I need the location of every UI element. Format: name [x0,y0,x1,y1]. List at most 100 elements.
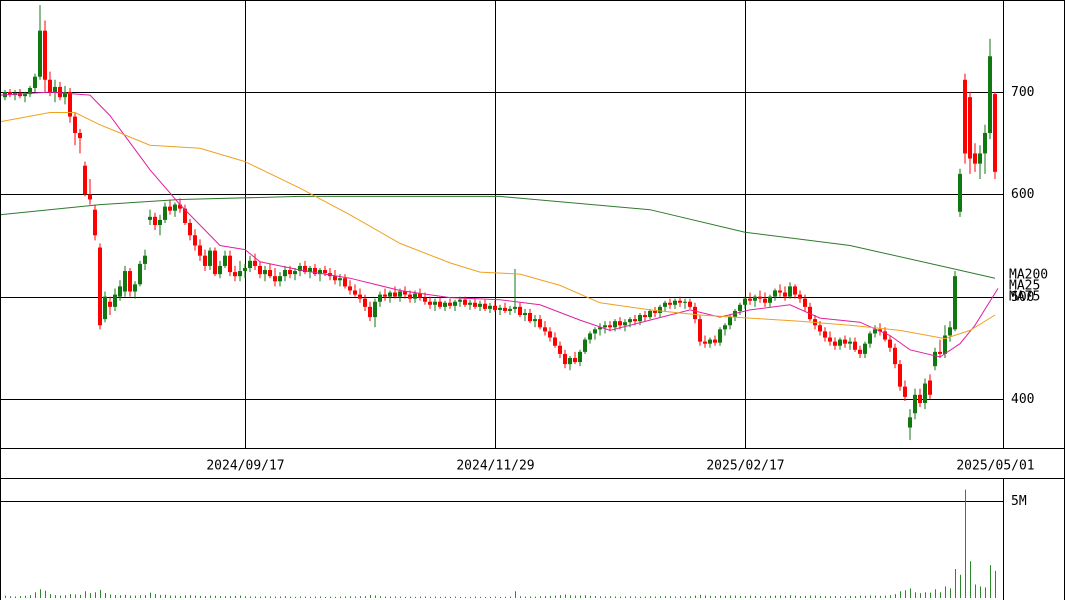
candle-body [443,302,447,307]
candle-body [578,351,582,363]
candle-body [853,341,857,350]
candle-body [678,300,682,303]
candle-body [128,271,132,292]
candle-body [213,250,217,275]
candle-body [43,30,47,80]
candle-body [918,394,922,403]
candle-body [193,235,197,246]
candle-body [968,97,972,159]
candle-body [438,301,442,307]
candle-body [818,325,822,332]
candle-body [278,276,282,282]
candle-body [288,270,292,275]
candle-body [323,270,327,274]
x-tick-label: 2025/05/01 [956,459,1034,474]
candle-body [148,216,152,220]
candle-body [898,364,902,387]
candle-body [358,294,362,299]
candle-body [93,209,97,236]
marks [0,5,999,598]
candle-body [518,306,522,316]
candle-body [168,206,172,211]
candle-body [398,291,402,297]
candle-body [973,153,977,164]
candle-body [758,296,762,299]
candle-body [333,276,337,281]
candle-body [793,286,797,295]
candle-body [783,292,787,297]
candle-body [888,339,892,348]
candle-body [498,307,502,310]
candle-body [588,333,592,340]
candle-body [788,286,792,297]
candle-body [908,417,912,428]
candle-body [313,267,317,275]
candle-body [88,194,92,200]
candle-body [413,293,417,299]
candle-body [893,347,897,365]
candle-body [698,319,702,342]
candle-body [753,296,757,301]
candle-body [583,339,587,352]
y-tick-label: 600 [1011,187,1034,202]
candle-body [658,306,662,313]
candle-body [858,349,862,354]
candle-body [573,357,577,363]
candle-body [668,302,672,305]
candle-body [553,337,557,346]
volume-tick-label: 5M [1011,494,1027,509]
candle-body [708,339,712,344]
candle-body [393,292,397,297]
candle-body [663,302,667,307]
candle-body [363,298,367,307]
ma-line [0,91,999,358]
candle-body [468,302,472,305]
candle-body [53,86,57,93]
ma-line [0,112,996,340]
candle-body [683,301,687,303]
candle-body [738,304,742,311]
candle-body [993,94,997,172]
candle-body [308,267,312,273]
candle-body [863,343,867,354]
candle-body [348,286,352,291]
x-tick-label: 2024/09/17 [206,459,284,474]
candle-body [183,208,187,223]
candle-body [353,290,357,295]
candle-body [428,301,432,305]
candle-body [938,351,942,354]
legend-entry: MA25 [1009,279,1040,294]
candle-body [713,339,717,343]
candle-body [113,294,117,307]
candle-body [483,303,487,309]
legend-entry: MA200 [1009,268,1048,283]
candle-body [563,353,567,365]
candle-body [403,291,407,295]
candle-body [423,297,427,302]
candle-body [928,380,932,395]
candle-body [238,271,242,277]
candle-body [633,319,637,322]
candle-body [538,319,542,328]
candle-body [648,310,652,318]
candle-body [98,247,102,326]
candle-body [253,260,257,266]
candle-body [693,306,697,320]
candle-body [723,325,727,330]
candle-body [123,271,127,292]
candle-body [368,306,372,318]
candle-body [883,331,887,340]
candle-body [828,337,832,342]
candle-body [23,94,27,97]
candle-body [293,271,297,275]
candle-body [418,293,422,298]
candle-body [833,341,837,346]
candle-body [78,132,82,139]
x-tick-label: 2025/02/17 [706,459,784,474]
candle-body [593,329,597,334]
candle-body [343,278,347,287]
candle-body [838,339,842,346]
candle-body [628,319,632,323]
